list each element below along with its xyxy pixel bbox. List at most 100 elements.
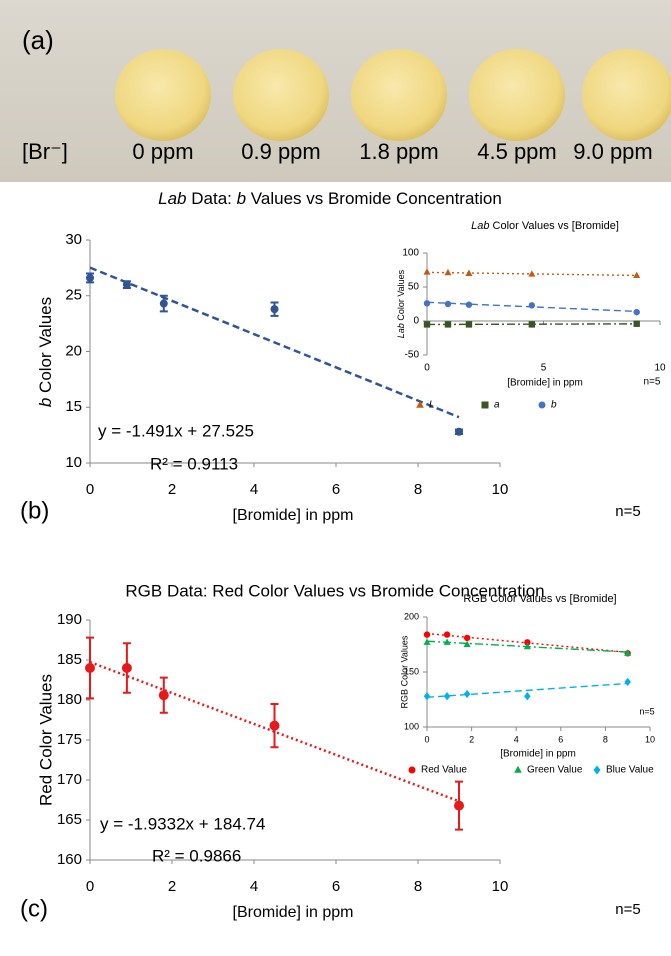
marker	[633, 271, 641, 278]
panel-label: (c)	[20, 895, 48, 922]
marker	[624, 649, 632, 656]
disc	[582, 49, 671, 141]
x-tick-label: 2	[469, 734, 474, 744]
x-tick-label: 10	[654, 363, 666, 374]
x-axis-label: [Bromide] in ppm	[233, 904, 354, 921]
marker	[423, 631, 431, 638]
note: n=5	[615, 503, 640, 520]
marker	[443, 631, 451, 638]
y-tick-label: 165	[57, 811, 82, 828]
trendline	[426, 682, 628, 698]
chart-title-part: Lab	[158, 189, 186, 208]
legend-label: b	[551, 400, 557, 411]
y-tick-label: 175	[57, 731, 82, 748]
trendline	[426, 323, 637, 326]
marker	[269, 720, 280, 731]
disc	[351, 49, 447, 141]
marker	[86, 273, 94, 282]
y-tick-label: 180	[57, 691, 82, 708]
trendline	[89, 660, 460, 803]
sample-label: 0 ppm	[132, 139, 193, 164]
marker	[443, 638, 451, 645]
x-tick-label: 8	[414, 878, 422, 895]
x-tick-label: 0	[86, 481, 94, 498]
y-tick-label: 200	[404, 611, 419, 621]
marker	[408, 766, 416, 774]
marker	[423, 268, 431, 275]
row-label: [Br⁻]	[22, 139, 68, 164]
chart-title: Lab Data: b Values vs Bromide Concentrat…	[158, 189, 502, 208]
annotation: y = -1.9332x + 184.74	[100, 814, 265, 833]
marker	[444, 300, 452, 308]
chart: 160 165 170 175 180 185 190 0 2 4 6 8 10 y = -1.9332x…	[57, 611, 508, 895]
chart: -50 0 50 100 0 5 10 L a b	[402, 248, 666, 411]
x-tick-label: 10	[492, 481, 509, 498]
marker	[528, 302, 536, 309]
x-axis-label: [Bromide] in ppm	[500, 749, 576, 760]
legend-label: Red Value	[421, 765, 467, 776]
chart-title: RGB Data: Red Color Values vs Bromide Co…	[125, 581, 544, 600]
marker	[523, 642, 531, 650]
marker	[463, 640, 471, 648]
annotation: R² = 0.9866	[152, 846, 241, 865]
y-tick-label: 50	[408, 282, 420, 293]
note: n=5	[615, 901, 640, 918]
sample-label: 9.0 ppm	[573, 139, 653, 164]
y-tick-label: 10	[65, 454, 82, 471]
chart-title-part: b	[237, 189, 246, 208]
panel-label: (b)	[20, 497, 49, 524]
marker	[624, 677, 631, 687]
x-tick-label: 10	[492, 878, 509, 895]
marker	[270, 305, 279, 314]
marker	[444, 268, 452, 276]
legend-label: L	[429, 400, 435, 411]
sample-label: 4.5 ppm	[477, 139, 557, 164]
marker	[538, 401, 546, 409]
y-axis-label: Lab Color Values	[396, 269, 406, 338]
marker	[465, 269, 473, 276]
x-tick-label: 4	[250, 481, 258, 498]
y-tick-label: 170	[57, 771, 82, 788]
marker	[423, 692, 431, 701]
marker	[514, 765, 522, 773]
y-tick-label: 100	[404, 721, 419, 731]
y-tick-label: -50	[405, 350, 420, 361]
x-axis-label: [Bromide] in ppm	[507, 378, 583, 389]
marker	[444, 321, 452, 328]
chart: 100 150 200 0 2 4 6 8 10 Red Value Green Value Blue…	[404, 611, 655, 775]
chart-title-part: Data:	[187, 189, 237, 208]
x-tick-label: 5	[541, 363, 547, 374]
sample-label: 1.8 ppm	[359, 139, 439, 164]
marker	[593, 765, 601, 775]
x-tick-label: 4	[514, 734, 519, 744]
disc	[469, 49, 565, 141]
y-axis-label-part: Lab	[396, 323, 406, 338]
x-tick-label: 0	[424, 734, 429, 744]
x-axis-label: [Bromide] in ppm	[233, 507, 354, 524]
marker	[159, 299, 168, 308]
y-axis-label: RGB Color Values	[399, 635, 409, 708]
marker	[524, 639, 531, 646]
marker	[524, 692, 531, 701]
x-tick-label: 8	[603, 734, 608, 744]
y-tick-label: 160	[57, 851, 82, 868]
trendline	[89, 266, 460, 419]
x-tick-label: 0	[424, 363, 430, 374]
chart-title: RGB Color Values vs [Bromide]	[463, 593, 616, 605]
discs	[115, 49, 671, 141]
disc	[115, 49, 211, 141]
y-tick-label: 150	[404, 666, 419, 676]
y-tick-label: 0	[413, 316, 419, 327]
marker	[463, 634, 471, 642]
note: n=5	[639, 706, 654, 716]
y-tick-label: 30	[65, 231, 82, 248]
marker	[158, 690, 169, 701]
marker	[465, 301, 473, 308]
y-tick-label: 20	[65, 342, 82, 359]
chart: 10 15 20 25 30 0 2 4 6 8 10 y = -1.491x + 27.525 R² …	[65, 231, 508, 498]
marker	[633, 320, 640, 327]
y-axis-label: Red Color Values	[36, 674, 55, 806]
marker	[454, 800, 464, 811]
